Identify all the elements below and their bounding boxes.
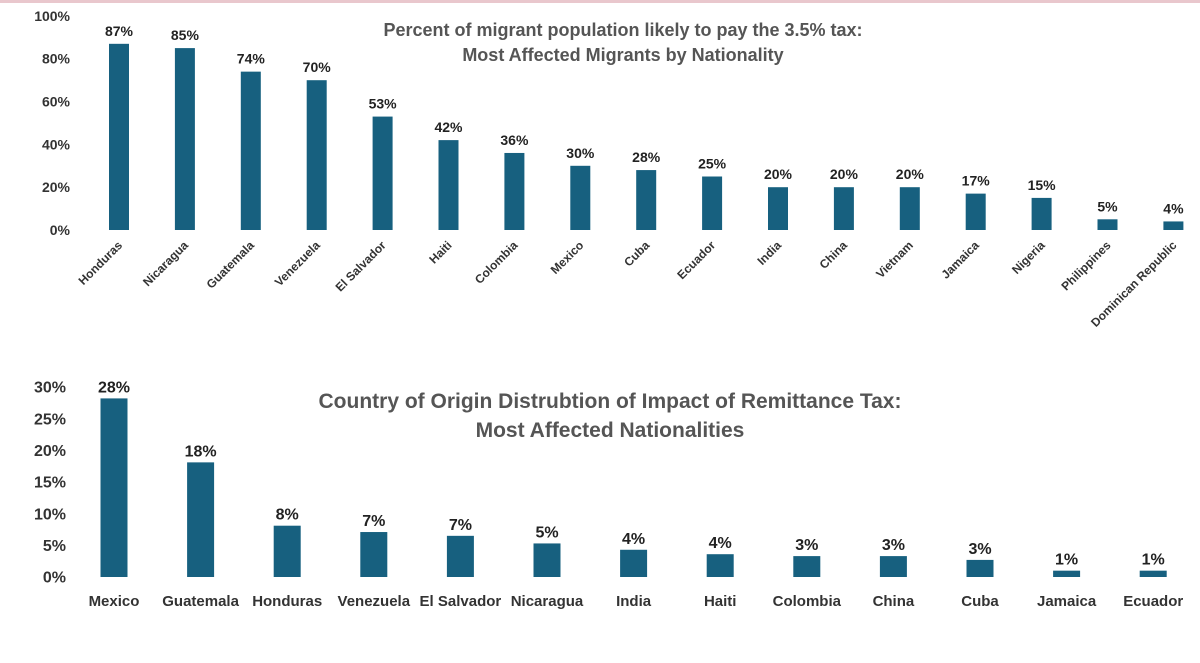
data-label: 5% bbox=[1097, 198, 1118, 214]
data-label: 20% bbox=[830, 166, 859, 182]
y-tick-label: 0% bbox=[50, 222, 71, 238]
bar bbox=[1097, 219, 1118, 230]
chart-title: Most Affected Nationalities bbox=[476, 419, 745, 442]
bar bbox=[273, 525, 301, 577]
data-label: 85% bbox=[171, 27, 200, 43]
data-label: 28% bbox=[98, 379, 130, 396]
data-label: 4% bbox=[1163, 200, 1184, 216]
bar bbox=[636, 170, 657, 230]
bar bbox=[306, 80, 327, 230]
bar bbox=[438, 140, 459, 230]
bar bbox=[966, 559, 994, 577]
bar bbox=[620, 549, 648, 577]
y-tick-label: 40% bbox=[42, 136, 71, 152]
bar bbox=[533, 543, 561, 577]
category-label: Jamaica bbox=[1037, 593, 1097, 610]
y-tick-label: 20% bbox=[42, 179, 71, 195]
y-tick-label: 5% bbox=[43, 538, 66, 555]
bar bbox=[768, 187, 788, 230]
bar bbox=[899, 187, 920, 230]
bar bbox=[109, 43, 129, 230]
category-label: China bbox=[873, 593, 915, 610]
chart-title: Country of Origin Distrubtion of Impact … bbox=[319, 390, 902, 413]
data-label: 36% bbox=[500, 132, 529, 148]
bar bbox=[833, 187, 854, 230]
bar bbox=[174, 48, 195, 230]
category-label: Guatemala bbox=[162, 593, 239, 610]
data-label: 15% bbox=[1028, 177, 1057, 193]
bar bbox=[702, 176, 723, 230]
category-label: El Salvador bbox=[420, 593, 502, 610]
y-tick-label: 100% bbox=[34, 8, 70, 24]
bar bbox=[1163, 221, 1184, 230]
bar bbox=[504, 152, 525, 230]
data-label: 28% bbox=[632, 149, 661, 165]
category-label: India bbox=[616, 593, 652, 610]
y-tick-label: 60% bbox=[42, 94, 71, 110]
bar bbox=[879, 556, 907, 577]
data-label: 74% bbox=[237, 51, 266, 67]
bar bbox=[793, 556, 821, 577]
y-tick-label: 20% bbox=[34, 443, 66, 460]
data-label: 20% bbox=[896, 166, 925, 182]
data-label: 17% bbox=[962, 173, 991, 189]
data-label: 3% bbox=[795, 537, 818, 554]
y-tick-label: 25% bbox=[34, 411, 66, 428]
bar bbox=[360, 532, 388, 577]
bar bbox=[1053, 570, 1081, 577]
category-label: Haiti bbox=[704, 593, 737, 610]
y-tick-label: 0% bbox=[43, 570, 66, 587]
bar bbox=[100, 398, 128, 577]
bar bbox=[570, 165, 591, 230]
bar bbox=[706, 554, 734, 577]
category-label: Ecuador bbox=[1123, 593, 1183, 610]
data-label: 8% bbox=[276, 507, 299, 524]
data-label: 3% bbox=[968, 541, 991, 558]
category-label: Cuba bbox=[961, 593, 999, 610]
chart-title: Percent of migrant population likely to … bbox=[383, 20, 862, 40]
top-border-line bbox=[0, 0, 1200, 3]
bar bbox=[240, 71, 261, 230]
bar bbox=[1139, 570, 1167, 577]
data-label: 1% bbox=[1142, 552, 1165, 569]
data-label: 5% bbox=[535, 524, 558, 541]
data-label: 30% bbox=[566, 145, 595, 161]
data-label: 25% bbox=[698, 156, 727, 172]
bar bbox=[372, 116, 393, 230]
chart-title: Most Affected Migrants by Nationality bbox=[462, 45, 783, 65]
data-label: 20% bbox=[764, 166, 793, 182]
data-label: 4% bbox=[709, 535, 732, 552]
category-label: Venezuela bbox=[338, 593, 411, 610]
data-label: 3% bbox=[882, 537, 905, 554]
data-label: 70% bbox=[303, 59, 332, 75]
category-label: Nicaragua bbox=[511, 593, 584, 610]
bar bbox=[187, 462, 215, 577]
data-label: 53% bbox=[369, 96, 398, 112]
data-label: 87% bbox=[105, 23, 134, 39]
data-label: 4% bbox=[622, 531, 645, 548]
y-tick-label: 30% bbox=[34, 380, 66, 397]
bar bbox=[965, 193, 986, 230]
y-tick-label: 80% bbox=[42, 51, 71, 67]
y-tick-label: 15% bbox=[34, 475, 66, 492]
bar bbox=[1031, 197, 1052, 230]
data-label: 1% bbox=[1055, 552, 1078, 569]
category-label: Honduras bbox=[252, 593, 322, 610]
category-label: Mexico bbox=[89, 593, 140, 610]
bar bbox=[446, 535, 474, 577]
category-label: Colombia bbox=[773, 593, 842, 610]
y-tick-label: 10% bbox=[34, 506, 66, 523]
data-label: 7% bbox=[449, 517, 472, 534]
data-label: 42% bbox=[434, 119, 463, 135]
data-label: 18% bbox=[185, 443, 217, 460]
data-label: 7% bbox=[362, 513, 385, 530]
